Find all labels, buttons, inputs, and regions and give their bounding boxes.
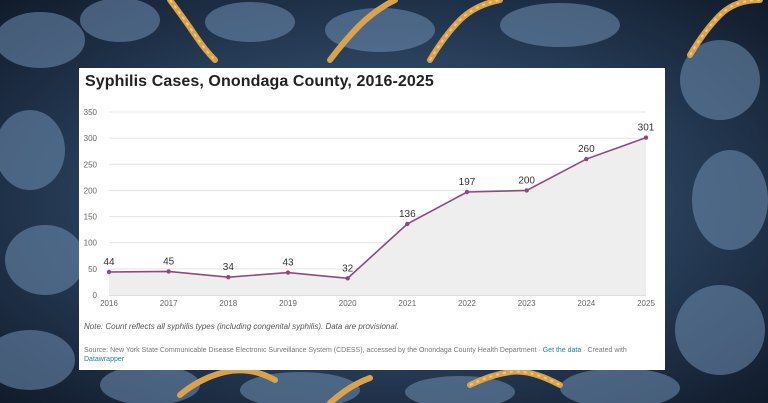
x-tick-label: 2016 (100, 299, 118, 308)
data-point (226, 275, 231, 280)
data-labels: 44 45 34 43 32 136 197 200 260 301 (103, 123, 654, 275)
data-label: 200 (518, 175, 535, 186)
line-layer (108, 136, 647, 280)
data-label: 43 (282, 258, 294, 269)
data-label: 260 (578, 144, 595, 155)
data-point (345, 276, 350, 281)
chart-source: Source: New York State Communicable Dise… (84, 346, 659, 364)
data-point (524, 188, 529, 193)
x-tick-label: 2020 (339, 299, 357, 308)
area-layer (109, 137, 646, 295)
data-label: 301 (638, 123, 655, 134)
y-tick-label: 200 (84, 186, 98, 195)
y-tick-label: 0 (93, 291, 98, 300)
data-label: 34 (223, 262, 235, 273)
y-tick-label: 100 (84, 239, 98, 248)
x-tick-label: 2025 (637, 299, 655, 308)
x-axis-ticks: 2016 2017 2018 2019 2020 2021 2022 2023 2024 2025 (100, 299, 655, 308)
data-point (166, 269, 171, 274)
x-tick-label: 2023 (518, 299, 536, 308)
y-tick-label: 250 (84, 160, 98, 169)
data-label: 32 (342, 263, 354, 274)
data-point (643, 135, 649, 140)
area-fill (109, 137, 646, 295)
data-label: 136 (399, 209, 416, 220)
point-layer (106, 135, 649, 281)
x-tick-label: 2018 (219, 299, 237, 308)
data-point (106, 269, 112, 275)
chart-card: Syphilis Cases, Onondaga County, 2016-20… (79, 68, 665, 370)
y-axis-ticks: 0 50 100 150 200 250 300 350 (84, 108, 98, 300)
x-tick-label: 2024 (577, 299, 595, 308)
source-text: Source: New York State Communicable Dise… (84, 347, 541, 354)
data-point (285, 270, 291, 275)
data-point (464, 189, 470, 195)
x-tick-label: 2017 (160, 299, 178, 308)
x-tick-label: 2022 (458, 299, 476, 308)
chart-note: Note: Count reflects all syphilis types … (84, 322, 399, 331)
series-line (108, 136, 647, 280)
data-label: 44 (103, 257, 115, 268)
y-tick-label: 300 (84, 134, 98, 143)
data-label: 197 (459, 177, 476, 188)
data-point (405, 221, 410, 227)
get-the-data-link[interactable]: Get the data (542, 347, 582, 354)
datawrapper-link[interactable]: Datawrapper (84, 356, 125, 363)
y-tick-label: 50 (88, 265, 97, 274)
created-with-text: · Created with (583, 347, 627, 354)
y-tick-label: 350 (84, 108, 98, 117)
x-tick-label: 2019 (279, 299, 297, 308)
data-label: 45 (163, 256, 175, 267)
chart-title: Syphilis Cases, Onondaga County, 2016-20… (85, 73, 434, 90)
x-tick-label: 2021 (398, 299, 416, 308)
y-tick-label: 150 (84, 213, 98, 222)
data-point (584, 156, 589, 162)
